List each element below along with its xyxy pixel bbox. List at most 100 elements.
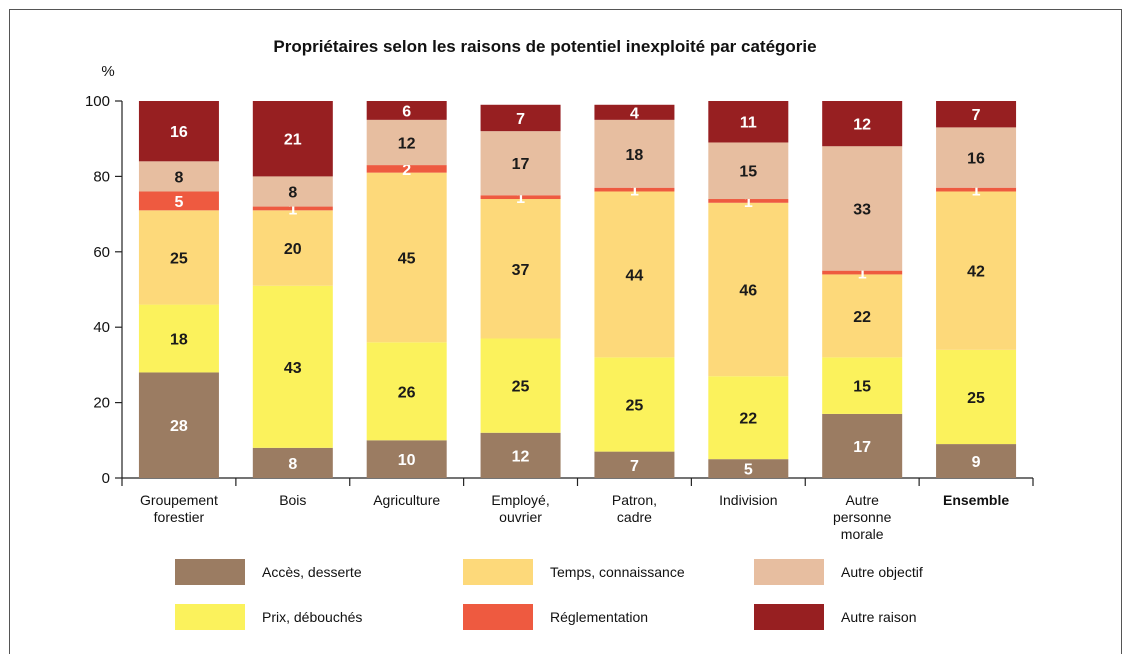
bar-segment <box>138 191 219 211</box>
data-label: 17 <box>512 156 530 173</box>
bar-segment <box>480 338 561 433</box>
data-label: 8 <box>288 456 297 473</box>
bar-segment <box>822 101 903 147</box>
data-label: 5 <box>174 194 183 211</box>
data-label: 22 <box>739 411 757 428</box>
data-label: 15 <box>853 379 871 396</box>
data-label: 8 <box>174 169 183 186</box>
bar-segment <box>366 101 447 120</box>
x-tick-label: morale <box>841 526 884 542</box>
data-label: 42 <box>967 264 985 281</box>
bar-segment <box>594 119 675 188</box>
data-label: 26 <box>398 384 416 401</box>
bar-segment <box>936 127 1017 188</box>
legend-label: Réglementation <box>550 609 648 625</box>
x-tick-label: Autre <box>845 492 879 508</box>
data-label: 12 <box>853 117 871 134</box>
y-tick-label: 20 <box>93 395 110 412</box>
legend-swatch <box>175 559 245 585</box>
bar-segment <box>822 413 903 478</box>
bar-segment <box>252 206 333 211</box>
data-label: 25 <box>512 379 530 396</box>
data-label: 18 <box>170 332 188 349</box>
bar-segment <box>252 285 333 448</box>
legend-label: Temps, connaissance <box>550 564 685 580</box>
data-label: 44 <box>626 267 644 284</box>
y-tick-label: 60 <box>93 244 110 261</box>
legend-swatch <box>175 604 245 630</box>
x-tick-label: ouvrier <box>499 509 542 525</box>
data-label: 1 <box>858 266 867 283</box>
bar-segment <box>936 349 1017 445</box>
bar-segment <box>708 459 789 478</box>
x-tick-label: forestier <box>154 509 205 525</box>
data-label: 11 <box>740 115 757 132</box>
data-label: 45 <box>398 250 416 267</box>
bar-segment <box>366 440 447 478</box>
legend-swatch <box>754 559 824 585</box>
bar-segment <box>708 199 789 203</box>
bar-segment <box>252 447 333 478</box>
data-label: 4 <box>630 105 639 122</box>
data-label: 9 <box>972 454 981 471</box>
bar-segment <box>822 357 903 414</box>
legend-label: Prix, débouchés <box>262 609 362 625</box>
y-tick-label: 0 <box>102 470 110 487</box>
x-tick-label: personne <box>833 509 892 525</box>
bar-segment <box>936 444 1017 478</box>
bar-segment <box>936 187 1017 192</box>
bar-segment <box>708 376 789 460</box>
bar-segment <box>480 199 561 339</box>
bar-segment <box>138 161 219 192</box>
legend-label: Autre raison <box>841 609 916 625</box>
legend-swatch <box>463 604 533 630</box>
data-label: 1 <box>972 183 981 200</box>
bar-segment <box>708 101 789 143</box>
bar-segment <box>708 142 789 200</box>
x-tick-label: Indivision <box>719 492 777 508</box>
chart-title: Propriétaires selon les raisons de poten… <box>273 37 816 56</box>
bar-segment <box>594 191 675 358</box>
data-label: 10 <box>398 452 416 469</box>
bar-segment <box>480 195 561 200</box>
bar-segment <box>252 210 333 286</box>
data-label: 7 <box>630 458 639 475</box>
x-tick-label: Patron, <box>612 492 657 508</box>
data-label: 7 <box>516 111 525 128</box>
bar-segment <box>138 304 219 373</box>
bar-segment <box>138 210 219 305</box>
data-label: 20 <box>284 241 302 258</box>
data-label: 1 <box>630 183 639 200</box>
data-label: 17 <box>853 439 871 456</box>
bar-segment <box>252 101 333 177</box>
data-label: 5 <box>744 462 753 479</box>
data-label: 8 <box>288 184 297 201</box>
bar-segment <box>366 165 447 173</box>
legend-swatch <box>754 604 824 630</box>
data-label: 21 <box>284 132 302 149</box>
x-tick-label: Bois <box>279 492 306 508</box>
data-label: 18 <box>626 147 644 164</box>
x-tick-label: Agriculture <box>373 492 440 508</box>
data-label: 25 <box>626 397 644 414</box>
bar-segment <box>252 176 333 207</box>
data-label: 12 <box>398 135 416 152</box>
legend-label: Autre objectif <box>841 564 923 580</box>
bar-segment <box>480 432 561 478</box>
chart-frame <box>9 9 1122 654</box>
bar-segment <box>822 146 903 271</box>
bar-segment <box>822 270 903 275</box>
y-tick-label: 40 <box>93 319 110 336</box>
data-label: 37 <box>512 262 530 279</box>
x-tick-label: Employé, <box>491 492 549 508</box>
bar-segment <box>936 191 1017 350</box>
data-label: 7 <box>972 107 981 124</box>
data-label: 15 <box>739 164 757 181</box>
bar-segment <box>480 104 561 132</box>
bar-segment <box>480 131 561 196</box>
y-tick-label: 80 <box>93 168 110 185</box>
data-label: 1 <box>744 194 753 211</box>
bar-segment <box>138 372 219 478</box>
data-label: 25 <box>967 390 985 407</box>
